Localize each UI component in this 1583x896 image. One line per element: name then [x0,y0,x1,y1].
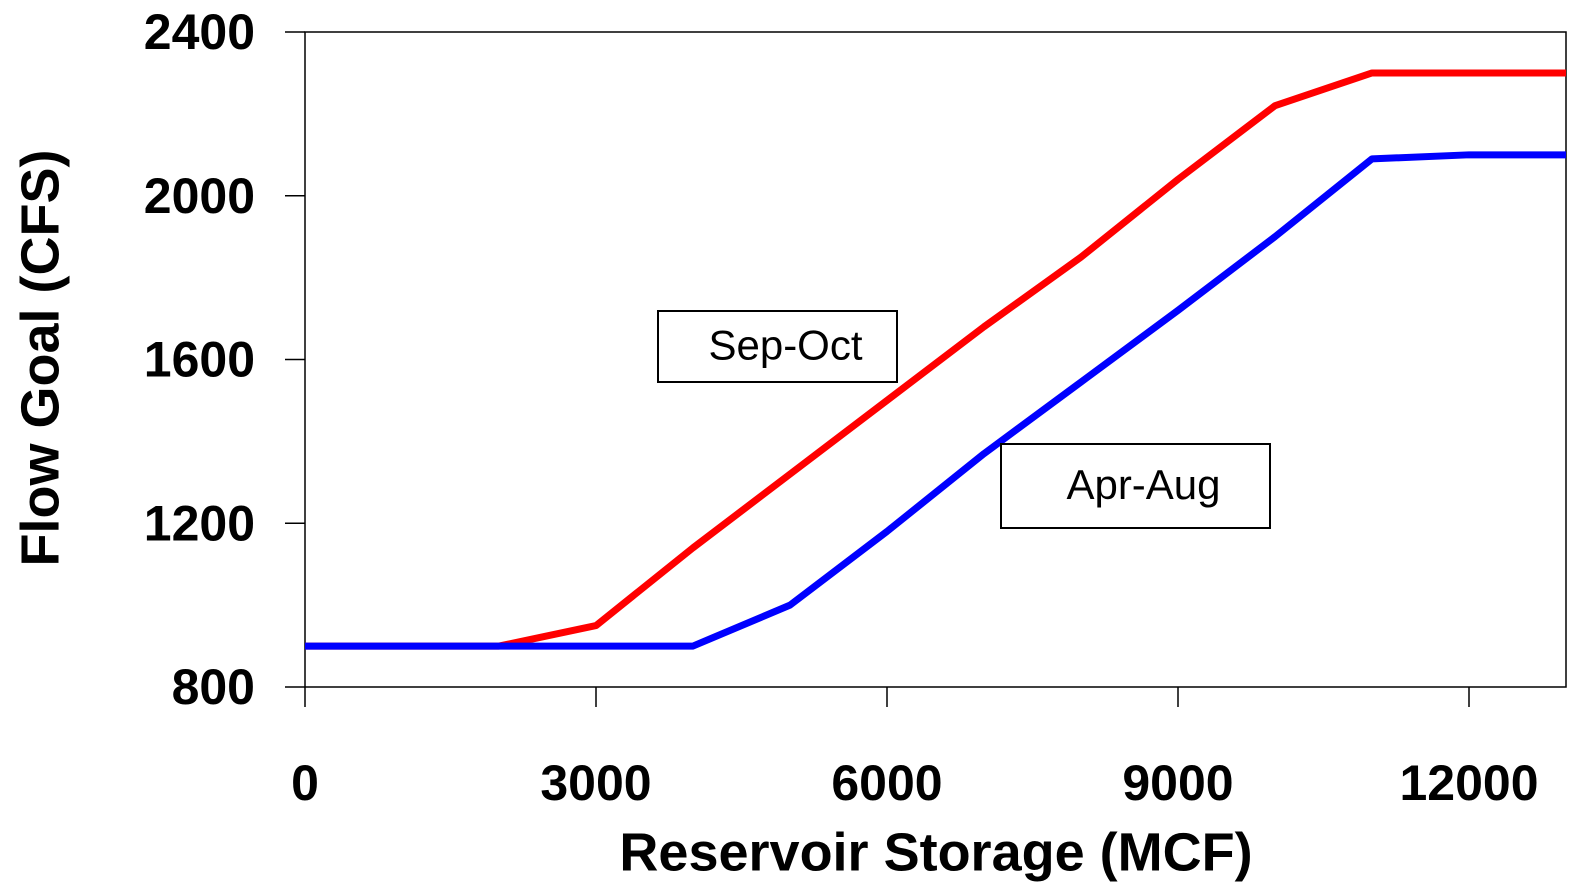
x-tick-label: 12000 [1399,755,1538,811]
series-label-box [1000,443,1271,529]
y-tick-label: 1600 [144,332,255,388]
y-tick-label: 2400 [144,4,255,60]
x-axis-title: Reservoir Storage (MCF) [619,822,1252,882]
x-tick-label: 3000 [540,755,651,811]
y-tick-label: 800 [172,659,255,715]
y-tick-label: 1200 [144,495,255,551]
y-axis-title: Flow Goal (CFS) [10,150,70,567]
x-tick-label: 0 [291,755,319,811]
series-label: Sep-Oct [708,322,862,369]
x-tick-label: 6000 [831,755,942,811]
series-label-box [657,310,898,383]
series-line [305,151,1566,650]
series-label: Apr-Aug [1066,461,1220,508]
y-tick-label: 2000 [144,168,255,224]
x-tick-label: 9000 [1122,755,1233,811]
